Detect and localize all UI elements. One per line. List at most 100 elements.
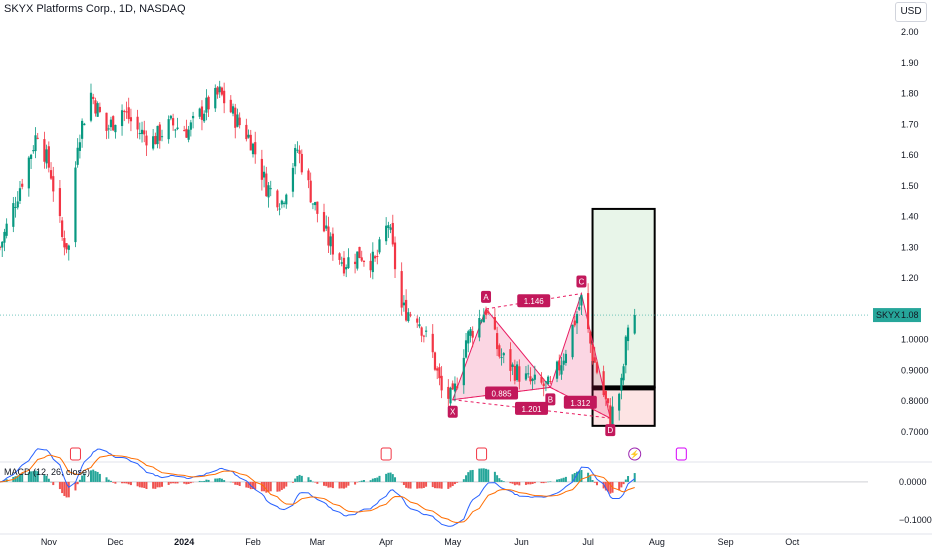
macd-histogram-bar (542, 481, 545, 484)
price-tick-label: 1.70 (901, 119, 919, 129)
macd-histogram-bar (509, 481, 512, 484)
candle-body (464, 340, 468, 358)
macd-histogram-bar (502, 481, 505, 482)
candle-body (285, 194, 288, 205)
macd-histogram-bar (81, 475, 84, 482)
macd-histogram-bar (34, 470, 37, 482)
macd-histogram-bar (531, 481, 534, 484)
candle-body (633, 315, 636, 334)
candle-body (105, 112, 108, 131)
macd-histogram-bar (158, 481, 161, 488)
candle-body (424, 330, 428, 332)
macd-histogram-bar (247, 481, 250, 488)
macd-histogram-bar (376, 477, 379, 482)
macd-histogram-bar (107, 479, 110, 482)
macd-histogram-bar (409, 481, 412, 489)
candle-body (138, 133, 141, 135)
candle-body (353, 261, 357, 265)
macd-histogram-bar (562, 477, 565, 482)
pattern-ratio-badge (485, 386, 519, 400)
candle-body (189, 122, 192, 130)
macd-histogram-bar (327, 481, 330, 488)
macd-histogram-bar (440, 481, 443, 489)
macd-histogram-bar (433, 481, 436, 489)
candle-body (234, 107, 237, 128)
macd-histogram-bar (547, 481, 550, 483)
candle-body (431, 333, 434, 353)
macd-histogram-bar (374, 478, 377, 482)
macd-histogram-bar (347, 481, 350, 486)
macd-histogram-bar (485, 468, 488, 482)
candle-body (531, 378, 534, 382)
macd-histogram-bar (45, 475, 48, 482)
candle-body (529, 376, 532, 382)
candle-body (362, 260, 366, 262)
pattern-ratio-label: 1.312 (570, 399, 591, 408)
candle-body (493, 317, 496, 330)
pattern-point-label-c: C (579, 278, 585, 287)
candle-body (436, 368, 439, 371)
macd-histogram-bar (280, 481, 283, 490)
macd-histogram-bar (418, 481, 421, 489)
macd-histogram-bar (187, 481, 190, 484)
macd-histogram-bar (578, 470, 581, 482)
macd-histogram-bar (50, 481, 53, 483)
macd-line (0, 448, 636, 527)
macd-histogram-bar (200, 481, 203, 482)
macd-histogram-bar (311, 481, 314, 483)
currency-button[interactable]: USD (895, 2, 927, 22)
macd-histogram-bar (36, 471, 39, 482)
candle-body (389, 227, 392, 230)
macd-histogram-bar (591, 480, 594, 482)
candle-body (78, 142, 81, 151)
candle-body (527, 373, 530, 375)
candle-body (547, 376, 550, 385)
macd-histogram-bar (618, 481, 621, 491)
pattern-ratio-line (550, 386, 611, 419)
candle-body (298, 150, 301, 154)
candle-body (456, 386, 459, 389)
macd-histogram-bar (420, 481, 423, 489)
macd-histogram-bar (624, 479, 627, 482)
macd-histogram-bar (560, 478, 563, 482)
candle-body (74, 167, 77, 243)
macd-histogram-bar (254, 481, 257, 490)
macd-histogram-bar (369, 480, 372, 482)
macd-histogram-bar (172, 481, 175, 484)
macd-histogram-bar (94, 471, 97, 482)
macd-histogram-bar (387, 472, 390, 482)
candle-body (571, 324, 574, 358)
time-tick-label: 2024 (174, 537, 194, 547)
candle-body (260, 158, 263, 180)
macd-histogram-bar (620, 481, 623, 488)
macd-histogram-bar (203, 480, 206, 482)
candle-body (245, 124, 248, 140)
candle-body (300, 153, 303, 173)
time-tick-label: Jun (514, 537, 529, 547)
candle-body (136, 116, 139, 130)
macd-histogram-bar (323, 481, 326, 486)
macd-histogram-bar (533, 481, 536, 484)
candle-body (282, 202, 286, 204)
candle-body (420, 327, 423, 336)
macd-histogram-bar (478, 468, 481, 482)
macd-histogram-bar (518, 481, 521, 486)
macd-histogram-bar (267, 481, 270, 493)
macd-histogram-bar (482, 468, 485, 482)
candle-body (433, 352, 437, 370)
candle-body (156, 125, 159, 145)
macd-histogram-bar (394, 477, 397, 482)
macd-histogram-bar (471, 469, 474, 482)
macd-histogram-bar (269, 481, 272, 492)
macd-histogram-bar (176, 481, 179, 484)
pattern-point-badge (481, 290, 492, 303)
macd-histogram-bar (633, 473, 636, 482)
macd-histogram-bar (385, 473, 388, 482)
candle-body (216, 87, 219, 95)
candle-body (322, 212, 326, 232)
candle-body (294, 147, 297, 167)
candle-body (393, 242, 397, 270)
macd-histogram-bar (593, 481, 596, 483)
candle-body (540, 376, 543, 383)
